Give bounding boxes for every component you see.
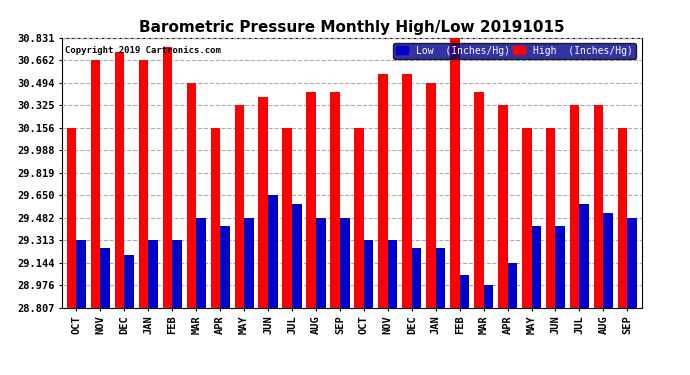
Bar <box>186 82 196 308</box>
Bar <box>364 240 373 308</box>
Bar <box>460 275 469 308</box>
Bar <box>378 74 388 307</box>
Bar <box>316 217 326 308</box>
Bar <box>196 217 206 308</box>
Bar <box>531 226 541 308</box>
Bar <box>402 74 412 307</box>
Bar <box>570 105 580 308</box>
Bar <box>627 217 637 308</box>
Bar <box>124 255 134 308</box>
Bar <box>354 128 364 308</box>
Bar <box>435 249 445 308</box>
Bar <box>101 249 110 308</box>
Bar <box>148 240 158 308</box>
Bar <box>603 213 613 308</box>
Bar <box>306 92 316 308</box>
Bar <box>426 82 435 308</box>
Bar <box>498 105 508 308</box>
Bar <box>546 128 555 308</box>
Title: Barometric Pressure Monthly High/Low 20191015: Barometric Pressure Monthly High/Low 201… <box>139 20 564 35</box>
Bar <box>555 226 565 308</box>
Bar <box>91 60 101 308</box>
Bar <box>412 249 422 308</box>
Bar <box>522 128 531 308</box>
Bar <box>508 262 518 308</box>
Bar <box>172 240 182 308</box>
Bar <box>474 92 484 308</box>
Bar <box>139 60 148 308</box>
Bar <box>450 38 460 308</box>
Bar <box>594 105 603 308</box>
Bar <box>580 204 589 308</box>
Bar <box>115 52 124 308</box>
Bar <box>484 285 493 308</box>
Bar <box>163 47 172 308</box>
Bar <box>292 204 302 308</box>
Bar <box>388 240 397 308</box>
Bar <box>210 128 220 308</box>
Bar <box>77 240 86 308</box>
Bar <box>235 105 244 308</box>
Bar <box>282 128 292 308</box>
Bar <box>220 226 230 308</box>
Bar <box>331 92 340 308</box>
Legend: Low  (Inches/Hg), High  (Inches/Hg): Low (Inches/Hg), High (Inches/Hg) <box>393 43 635 59</box>
Bar <box>244 217 254 308</box>
Bar <box>618 128 627 308</box>
Bar <box>268 195 277 308</box>
Bar <box>67 128 77 308</box>
Bar <box>259 97 268 308</box>
Bar <box>340 217 350 308</box>
Text: Copyright 2019 Cartronics.com: Copyright 2019 Cartronics.com <box>65 46 221 55</box>
